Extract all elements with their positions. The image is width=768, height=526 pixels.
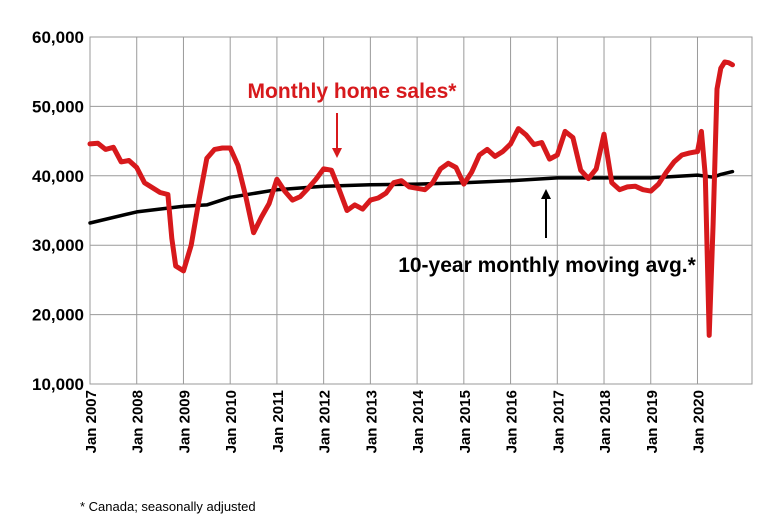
x-tick-label: Jan 2010 — [223, 390, 240, 453]
x-tick-label: Jan 2016 — [504, 390, 521, 453]
x-tick-label: Jan 2008 — [130, 390, 147, 453]
series-line-moving-average — [88, 169, 735, 225]
footnote: * Canada; seasonally adjusted — [80, 499, 256, 514]
x-tick-label: Jan 2012 — [317, 390, 334, 453]
annotation-arrowhead-sales — [332, 148, 342, 158]
x-tick-label: Jan 2007 — [83, 390, 100, 453]
x-tick-label: Jan 2014 — [410, 389, 427, 453]
y-tick-label: 10,000 — [32, 375, 84, 394]
annotation-arrowhead-average — [541, 189, 551, 199]
x-tick-label: Jan 2017 — [550, 390, 567, 453]
y-tick-label: 50,000 — [32, 97, 84, 116]
y-tick-label: 30,000 — [32, 236, 84, 255]
x-tick-label: Jan 2019 — [644, 390, 661, 453]
x-tick-label: Jan 2020 — [690, 390, 707, 453]
x-tick-label: Jan 2015 — [457, 390, 474, 453]
y-axis-ticks: 10,000 20,000 30,000 40,000 50,000 60,000 — [32, 28, 84, 394]
y-tick-label: 60,000 — [32, 28, 84, 47]
x-axis-ticks: Jan 2007 Jan 2008 Jan 2009 Jan 2010 Jan 2011… — [83, 389, 707, 453]
gridlines — [89, 36, 753, 385]
series-lines — [87, 59, 735, 338]
annotations: Monthly home sales* 10-year monthly movin… — [248, 80, 697, 277]
series-line-monthly-sales — [87, 59, 735, 338]
x-tick-label: Jan 2013 — [363, 390, 380, 453]
annotation-moving-average: 10-year monthly moving avg.* — [398, 254, 696, 277]
x-tick-label: Jan 2018 — [597, 390, 614, 453]
y-tick-label: 40,000 — [32, 167, 84, 186]
annotation-monthly-sales: Monthly home sales* — [248, 80, 458, 103]
x-tick-label: Jan 2009 — [176, 390, 193, 453]
y-tick-label: 20,000 — [32, 306, 84, 325]
x-tick-label: Jan 2011 — [270, 390, 287, 453]
